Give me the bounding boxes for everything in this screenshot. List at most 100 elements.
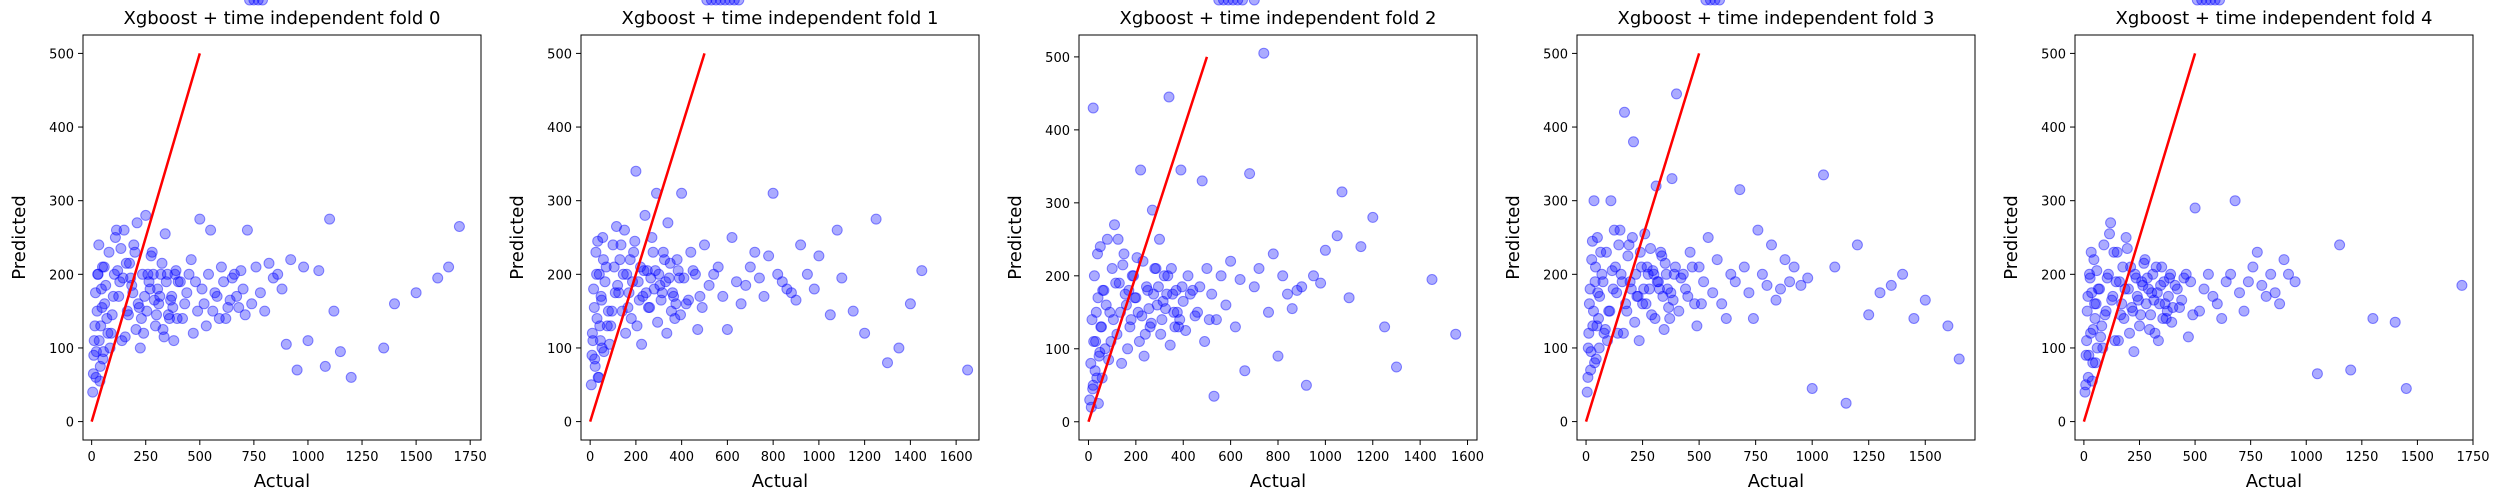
data-point	[2083, 349, 2095, 361]
data-point	[1201, 263, 1213, 274]
data-point	[1092, 248, 1103, 260]
data-point	[1097, 284, 1109, 296]
data-point	[758, 290, 770, 302]
data-point	[694, 290, 706, 302]
data-point	[1194, 281, 1206, 293]
data-point	[1851, 239, 1863, 251]
data-point	[2154, 298, 2165, 310]
data-point	[676, 187, 688, 199]
data-point	[763, 250, 775, 262]
data-point	[1090, 306, 1102, 318]
data-point	[185, 254, 197, 266]
data-point	[628, 246, 640, 258]
data-point	[2160, 313, 2172, 324]
x-tick-label: 1000	[291, 450, 324, 465]
data-point	[113, 290, 125, 302]
data-point	[1164, 339, 1176, 351]
data-point	[728, 0, 740, 6]
data-point	[715, 0, 726, 6]
y-tick-label: 300	[1543, 195, 1568, 210]
data-point	[158, 331, 170, 343]
data-point	[1087, 383, 1099, 395]
data-point	[124, 257, 135, 269]
data-point	[655, 294, 667, 306]
data-point	[389, 298, 400, 310]
y-axis-label: Predicted	[1503, 195, 1524, 280]
data-point	[664, 257, 676, 269]
data-point	[1646, 309, 1658, 321]
data-point	[1609, 261, 1621, 273]
data-point	[2087, 324, 2099, 335]
data-point	[1682, 290, 1694, 302]
data-point	[2092, 283, 2104, 295]
x-tick-label: 1250	[345, 450, 378, 465]
data-point	[870, 213, 882, 225]
data-point	[1640, 298, 1652, 310]
data-point	[96, 302, 108, 313]
data-point	[1343, 292, 1355, 304]
data-point	[154, 290, 166, 302]
data-point	[591, 268, 603, 280]
data-point	[1315, 277, 1327, 289]
data-point	[1158, 270, 1170, 282]
data-point	[1779, 254, 1791, 266]
data-point	[2146, 287, 2158, 299]
data-point	[2114, 276, 2125, 288]
data-point	[2456, 279, 2468, 291]
data-point	[1151, 299, 1163, 311]
data-point	[2136, 276, 2148, 288]
data-point	[2101, 272, 2113, 284]
data-point	[2147, 268, 2159, 280]
data-point	[131, 217, 143, 229]
data-point	[1379, 321, 1391, 333]
data-point	[1586, 254, 1598, 266]
data-point	[1587, 320, 1599, 332]
data-point	[1092, 292, 1104, 304]
data-point	[2108, 246, 2120, 258]
data-point	[731, 276, 742, 288]
data-point	[598, 346, 610, 358]
data-point	[2156, 261, 2168, 273]
data-point	[88, 349, 100, 361]
data-point	[1863, 309, 1875, 321]
data-point	[2084, 272, 2096, 284]
data-point	[588, 302, 600, 313]
data-point	[601, 320, 613, 332]
reference-line	[2082, 53, 2197, 422]
data-point	[813, 250, 825, 262]
data-point	[2089, 313, 2101, 324]
data-point	[410, 287, 422, 299]
data-point	[90, 371, 102, 383]
data-point	[90, 287, 101, 299]
data-point	[605, 320, 617, 332]
data-point	[1152, 281, 1164, 293]
data-point	[1775, 283, 1786, 295]
data-point	[1802, 272, 1814, 284]
reference-line	[588, 53, 706, 422]
data-point	[164, 313, 175, 324]
data-point	[1154, 233, 1165, 245]
data-point	[703, 279, 715, 291]
data-point	[1582, 371, 1594, 383]
data-point	[588, 283, 600, 295]
data-point	[1180, 325, 1192, 336]
data-point	[153, 298, 165, 310]
data-point	[1130, 292, 1142, 304]
data-point	[1169, 321, 1181, 333]
data-point	[621, 268, 633, 280]
chart-title: Xgboost + time independent fold 4	[2115, 8, 2432, 29]
data-point	[1668, 268, 1680, 280]
x-axis-label: Actual	[254, 471, 310, 492]
x-tick-label: 1250	[1852, 450, 1885, 465]
data-point	[1203, 314, 1215, 326]
data-point	[2080, 349, 2092, 361]
data-point	[662, 217, 674, 229]
data-point	[675, 309, 686, 321]
data-point	[2225, 268, 2237, 280]
data-point	[1589, 357, 1601, 369]
y-tick-label: 0	[564, 416, 572, 431]
data-point	[1308, 270, 1319, 282]
data-point	[2209, 0, 2221, 6]
data-point	[636, 338, 648, 350]
data-point	[1585, 364, 1597, 376]
